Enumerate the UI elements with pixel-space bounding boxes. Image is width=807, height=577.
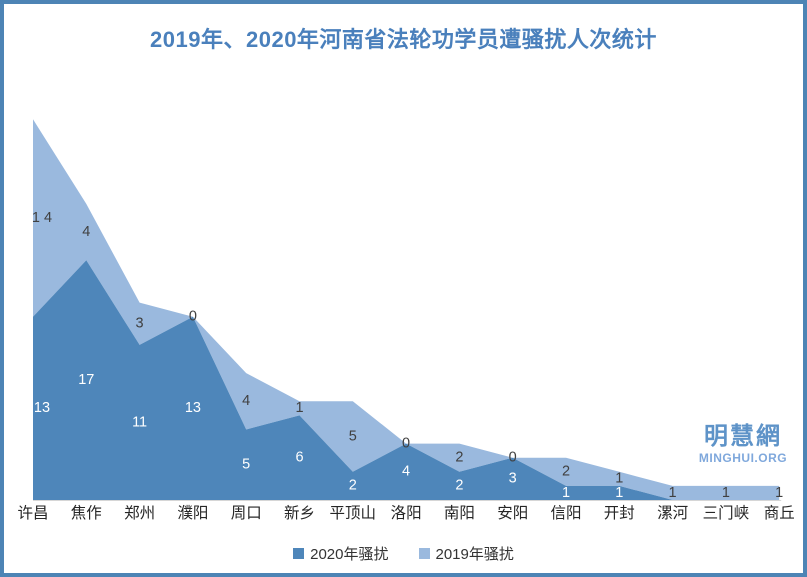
value-label-2020: 2 — [349, 478, 357, 494]
x-axis-label: 焦作 — [71, 504, 102, 522]
area-series-2020 — [33, 260, 780, 500]
minghui-logo-text: 明慧網 — [704, 423, 782, 450]
value-label-2020: 13 — [185, 400, 201, 416]
value-label-2019: 1 — [669, 485, 677, 501]
value-label-2020: 11 — [132, 414, 147, 430]
value-label-2020: 1 — [615, 485, 623, 501]
x-axis-label: 郑州 — [124, 504, 155, 522]
x-axis-label: 商丘 — [764, 504, 795, 522]
value-label-2019: 4 — [82, 224, 90, 240]
x-axis-label: 开封 — [604, 504, 635, 522]
chart-legend: 2020年骚扰 2019年骚扰 — [0, 543, 807, 564]
legend-swatch-2019-icon — [418, 548, 430, 559]
value-label-2020: 13 — [34, 400, 50, 416]
x-axis-label: 三门峡 — [703, 504, 750, 522]
value-label-2020: 5 — [242, 457, 250, 473]
x-axis-label: 安阳 — [497, 504, 528, 522]
value-label-2019: 5 — [349, 428, 357, 444]
x-axis-label: 南阳 — [444, 504, 475, 522]
minghui-logo-subtext: MINGHUI.ORG — [698, 451, 788, 466]
value-label-2019: 2 — [562, 464, 570, 480]
value-label-2019: 0 — [189, 309, 197, 325]
x-axis-label: 周口 — [231, 505, 262, 522]
chart-title: 2019年、2020年河南省法轮功学员遭骚扰人次统计 — [150, 27, 657, 52]
x-axis-label: 信阳 — [550, 504, 581, 522]
x-axis-label: 洛阳 — [391, 504, 422, 522]
value-label-2020: 6 — [295, 450, 303, 466]
value-label-2020: 17 — [78, 372, 94, 388]
value-label-2020: 4 — [402, 464, 410, 480]
value-label-2019: 4 — [242, 393, 250, 409]
value-label-2020: 1 — [562, 485, 570, 501]
x-axis-label: 漯河 — [657, 504, 688, 522]
value-label-2019: 1 — [615, 471, 623, 487]
legend-label-2019: 2019年骚扰 — [435, 546, 514, 563]
value-label-2019: 1 — [722, 485, 730, 501]
x-axis-label: 平顶山 — [330, 504, 377, 522]
x-axis-label: 濮阳 — [177, 504, 208, 522]
legend-item-2020: 2020年骚扰 — [293, 543, 389, 564]
x-axis-label: 新乡 — [284, 504, 315, 522]
legend-swatch-2020-icon — [293, 548, 305, 559]
value-label-2019: 1 4 — [32, 210, 52, 226]
legend-label-2020: 2020年骚扰 — [310, 546, 389, 563]
legend-item-2019: 2019年骚扰 — [418, 543, 514, 564]
value-label-2019: 1 — [295, 400, 303, 416]
value-label-2020: 2 — [455, 478, 463, 494]
x-axis-label: 许昌 — [17, 504, 48, 522]
value-label-2019: 2 — [455, 450, 463, 466]
value-label-2019: 0 — [509, 450, 517, 466]
value-label-2019: 0 — [402, 435, 410, 451]
value-label-2020: 3 — [509, 471, 517, 487]
value-label-2019: 3 — [136, 316, 144, 332]
minghui-logo: 明慧網 MINGHUI.ORG — [688, 423, 798, 466]
value-label-2019: 1 — [775, 485, 783, 501]
